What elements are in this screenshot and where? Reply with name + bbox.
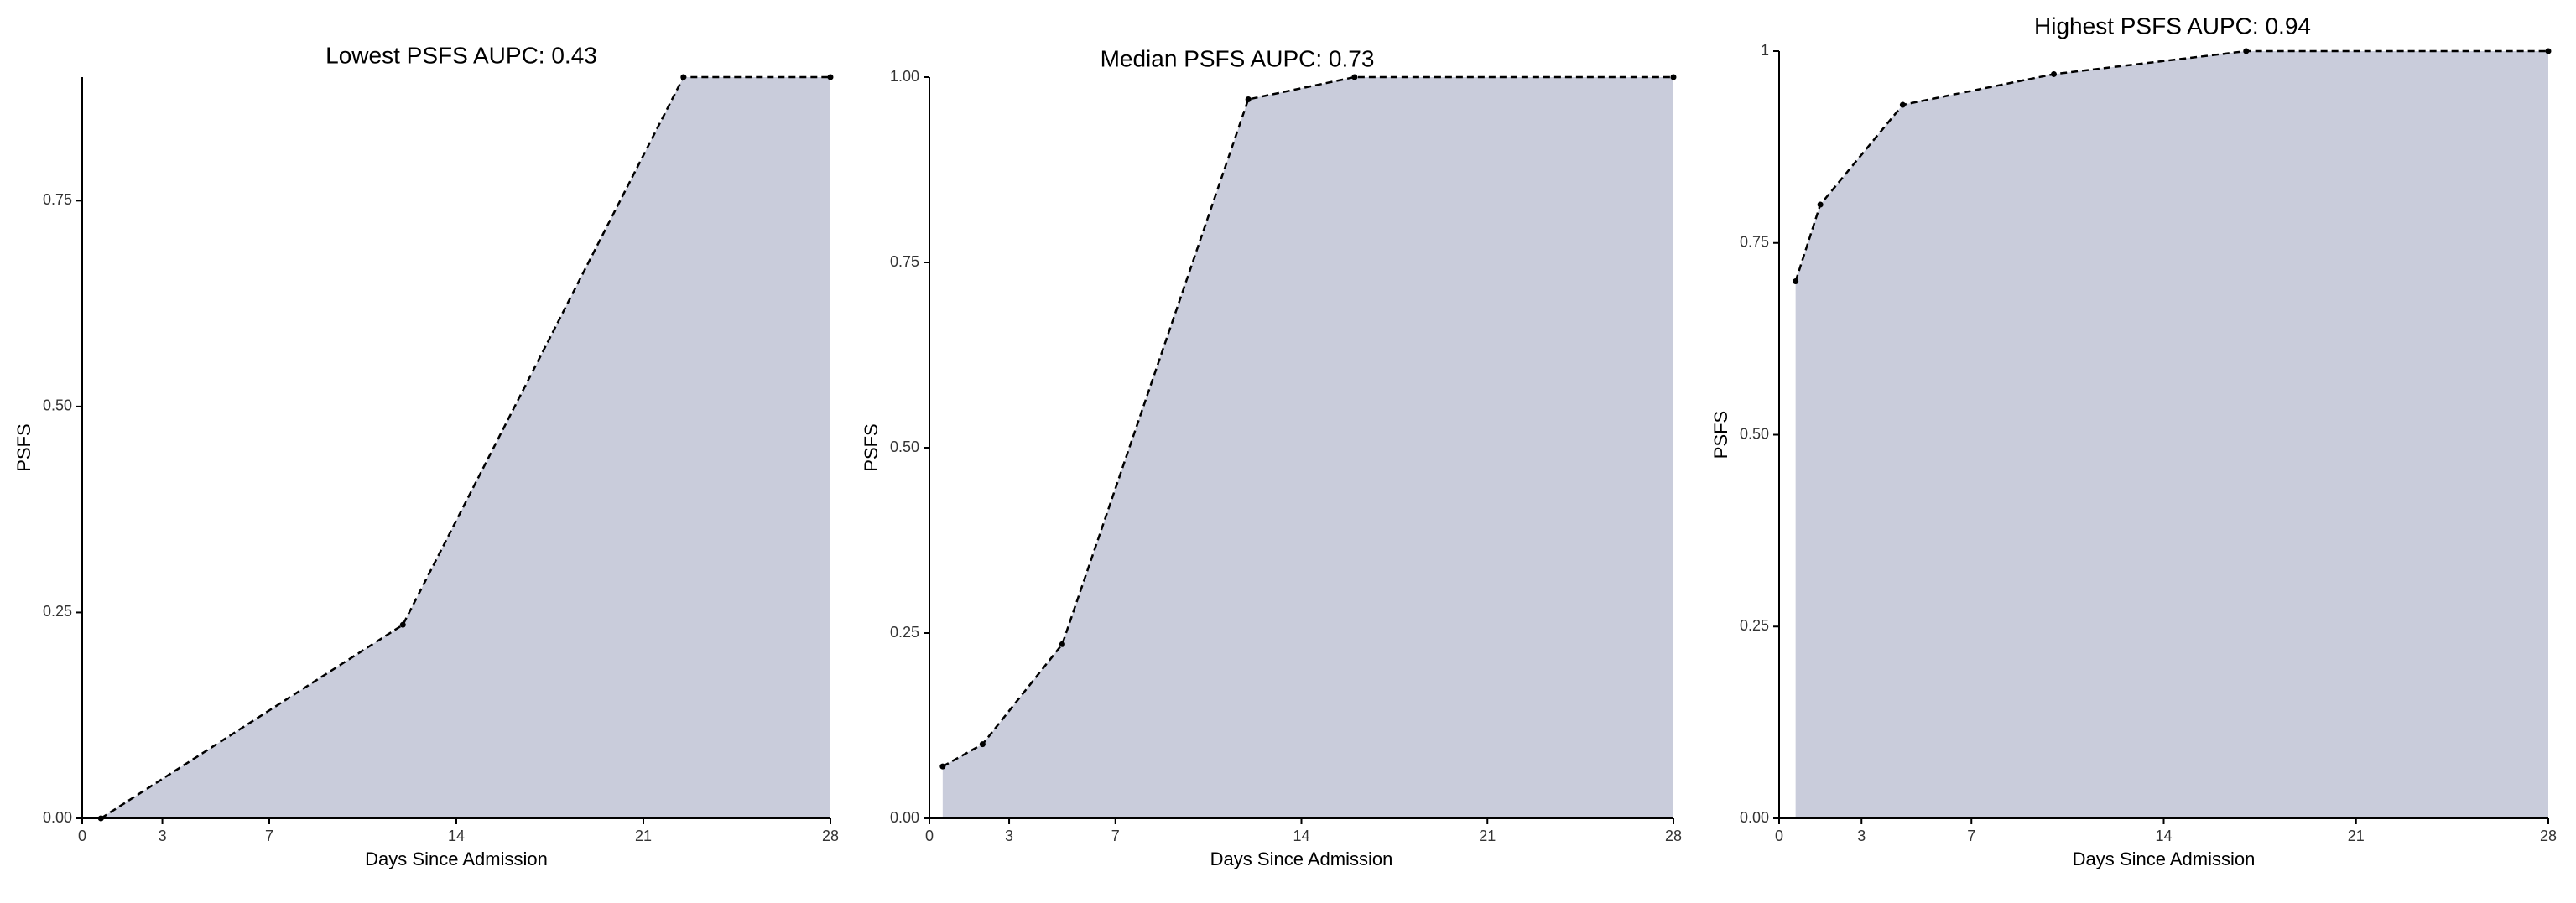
point [939, 763, 946, 770]
point [2545, 48, 2552, 54]
x-tick-label: 0 [1775, 828, 1783, 844]
line [942, 75, 1673, 768]
point [1817, 201, 1824, 208]
y-axis-label: PSFS [1710, 411, 1731, 459]
y-tick-label: 0.75 [1740, 234, 1769, 251]
y-tick-label: 0.50 [1740, 425, 1769, 442]
y-tick-label: 0.00 [890, 809, 919, 826]
y-tick-label: 0.75 [43, 191, 72, 208]
y-tick-label: 1 [1761, 42, 1769, 59]
line [100, 75, 830, 820]
chart-title: Highest PSFS AUPC: 0.94 [2034, 13, 2311, 39]
x-tick-label: 21 [1479, 828, 1496, 844]
point [1793, 278, 1799, 284]
x-tick-label: 7 [1111, 828, 1120, 844]
x-tick-label: 0 [925, 828, 934, 844]
y-tick-label: 0.25 [890, 624, 919, 641]
y-tick-label: 0.25 [1740, 617, 1769, 634]
y-axis-label: PSFS [13, 423, 34, 471]
point [827, 74, 834, 80]
chart-title: Lowest PSFS AUPC: 0.43 [325, 42, 597, 68]
x-tick-label: 14 [448, 828, 465, 844]
y-tick-label: 0.50 [890, 439, 919, 455]
y-tick-label: 0.25 [43, 603, 72, 620]
y-axis-label: PSFS [861, 423, 882, 471]
point [2051, 70, 2057, 77]
y-tick-label: 0.00 [43, 809, 72, 826]
area [1795, 51, 2548, 818]
x-tick-label: 0 [78, 828, 86, 844]
x-axis-label: Days Since Admission [2073, 849, 2256, 869]
area [101, 77, 831, 818]
point [1899, 101, 1906, 108]
y-tick-label: 1.00 [890, 68, 919, 85]
point [2243, 48, 2250, 54]
point [1670, 74, 1677, 80]
x-tick-label: 28 [822, 828, 839, 844]
x-axis-label: Days Since Admission [1210, 849, 1393, 869]
x-tick-label: 3 [159, 828, 167, 844]
line [1794, 49, 2548, 282]
point [1245, 96, 1252, 103]
point [979, 741, 986, 748]
y-tick-label: 0.00 [1740, 809, 1769, 826]
x-tick-label: 3 [1005, 828, 1013, 844]
point [680, 74, 687, 80]
x-tick-label: 14 [1293, 828, 1309, 844]
y-tick-label: 0.75 [890, 253, 919, 270]
area [942, 77, 1673, 818]
x-tick-label: 3 [1857, 828, 1866, 844]
chart-title: Median PSFS AUPC: 0.73 [1101, 45, 1375, 71]
point [1059, 641, 1065, 647]
x-tick-label: 14 [2155, 828, 2172, 844]
x-tick-label: 28 [1665, 828, 1682, 844]
x-tick-label: 7 [1967, 828, 1975, 844]
x-tick-label: 28 [2540, 828, 2557, 844]
x-axis-label: Days Since Admission [365, 849, 548, 869]
point [399, 621, 406, 628]
x-tick-label: 7 [265, 828, 273, 844]
x-tick-label: 21 [635, 828, 652, 844]
y-tick-label: 0.50 [43, 397, 72, 414]
point [1351, 74, 1358, 80]
x-tick-label: 21 [2348, 828, 2365, 844]
